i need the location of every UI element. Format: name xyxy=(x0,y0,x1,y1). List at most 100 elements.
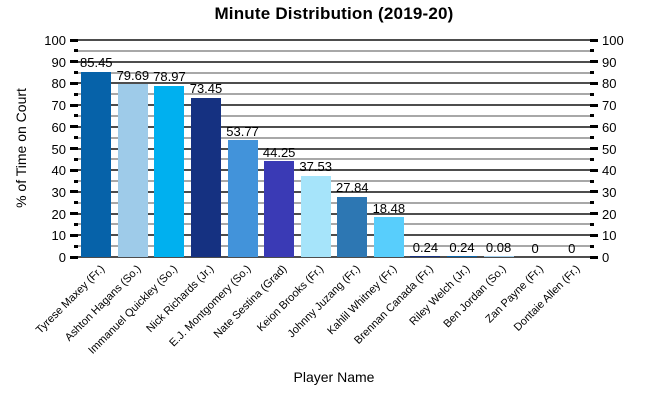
x-tick-label: Dontaie Allen (Fr.) xyxy=(511,263,583,334)
y-tick-right-minor xyxy=(590,114,594,118)
y-tick-left-major xyxy=(70,147,78,150)
y-tick-label-right: 60 xyxy=(602,119,617,135)
y-tick-label-left: 100 xyxy=(44,33,66,48)
y-tick-right-minor xyxy=(590,157,594,161)
bar-8 xyxy=(337,196,368,257)
y-tick-label-left: 70 xyxy=(51,98,66,114)
y-tick-right-minor xyxy=(590,71,594,75)
bar-value-label: 53.77 xyxy=(226,124,259,140)
bar-10 xyxy=(410,256,441,257)
gridline-major xyxy=(78,234,590,237)
bar-3 xyxy=(154,85,185,257)
y-tick-label-left: 0 xyxy=(58,250,66,265)
y-tick-left-minor xyxy=(74,114,78,118)
bar-value-label: 79.69 xyxy=(116,67,150,83)
y-tick-label-right: 70 xyxy=(602,98,617,114)
bar-12 xyxy=(483,256,514,257)
y-tick-label-left: 30 xyxy=(51,184,66,200)
y-tick-left-minor xyxy=(74,222,78,226)
y-tick-label-left: 10 xyxy=(51,228,66,244)
gridline-major xyxy=(78,60,590,63)
y-tick-left-major xyxy=(70,125,78,129)
x-axis-label: Player Name xyxy=(293,369,375,385)
y-tick-right-minor xyxy=(590,136,594,140)
y-axis-label: % of Time on Court xyxy=(13,88,29,208)
y-tick-label-right: 90 xyxy=(602,54,617,70)
y-tick-right-major xyxy=(590,147,598,150)
y-tick-label-left: 50 xyxy=(51,141,66,157)
bar-value-label: 44.25 xyxy=(262,144,296,160)
y-tick-label-right: 10 xyxy=(602,228,617,244)
bar-6 xyxy=(264,160,295,257)
y-tick-label-right: 100 xyxy=(602,33,624,48)
y-tick-left-major xyxy=(70,255,78,259)
bar-value-label: 0.24 xyxy=(412,239,439,255)
y-tick-right-major xyxy=(590,233,598,237)
gridline-minor xyxy=(78,158,590,161)
y-tick-left-minor xyxy=(74,92,78,96)
gridline-major xyxy=(78,212,590,215)
y-tick-label-left: 40 xyxy=(51,163,66,179)
bar-9 xyxy=(373,216,404,257)
gridline-minor xyxy=(78,136,590,139)
y-tick-right-minor xyxy=(590,92,594,96)
y-tick-right-major xyxy=(590,168,598,172)
bar-value-label: 85.45 xyxy=(80,55,113,71)
y-tick-left-major xyxy=(70,60,78,64)
gridline-minor xyxy=(78,71,590,74)
y-tick-label-left: 80 xyxy=(51,76,66,92)
bar-4 xyxy=(191,97,221,257)
bar-11 xyxy=(447,256,477,257)
gridline-minor xyxy=(78,201,590,204)
y-tick-right-minor xyxy=(590,244,594,248)
bar-5 xyxy=(227,140,258,257)
gridline-minor xyxy=(78,114,590,117)
gridline-major xyxy=(78,39,590,41)
bar-value-label: 18.48 xyxy=(372,200,406,216)
y-tick-left-minor xyxy=(74,136,78,140)
bar-value-label: 0 xyxy=(568,240,576,256)
y-tick-right-major xyxy=(590,103,598,107)
bar-value-label: 0.24 xyxy=(449,239,475,255)
gridline-minor xyxy=(78,223,590,226)
gridline-minor xyxy=(78,93,590,96)
y-tick-label-right: 80 xyxy=(602,76,617,92)
y-tick-left-minor xyxy=(74,244,78,248)
y-tick-label-right: 30 xyxy=(602,184,617,200)
y-tick-right-major xyxy=(590,190,598,194)
y-tick-left-minor xyxy=(74,49,78,53)
y-tick-right-major xyxy=(590,81,598,85)
gridline-major xyxy=(78,125,590,128)
y-tick-label-left: 60 xyxy=(51,119,66,135)
x-tick-label: Tyrese Maxey (Fr.) xyxy=(33,263,107,337)
y-tick-left-major xyxy=(70,81,78,85)
x-tick-label: Keion Brooks (Fr.) xyxy=(255,263,327,335)
y-tick-left-minor xyxy=(74,179,78,183)
bar-2 xyxy=(117,84,148,257)
gridline-major xyxy=(78,256,590,258)
y-tick-left-minor xyxy=(74,201,78,205)
y-tick-left-major xyxy=(70,212,78,216)
gridline-major xyxy=(78,190,590,193)
gridline-major xyxy=(78,104,590,107)
y-tick-label-right: 50 xyxy=(602,141,617,157)
y-tick-right-major xyxy=(590,212,598,216)
bar-1 xyxy=(81,71,112,257)
bar-value-label: 0.08 xyxy=(485,239,512,255)
gridline-major xyxy=(78,147,590,150)
y-tick-left-minor xyxy=(74,157,78,161)
y-tick-label-left: 20 xyxy=(51,206,66,222)
bar-7 xyxy=(300,175,331,257)
y-tick-label-right: 0 xyxy=(602,250,610,265)
y-tick-right-major xyxy=(590,60,598,64)
y-tick-left-major xyxy=(70,168,78,172)
y-tick-left-major xyxy=(70,103,78,107)
gridline-major xyxy=(78,169,590,172)
y-tick-right-minor xyxy=(590,201,594,205)
y-tick-right-minor xyxy=(590,179,594,183)
y-tick-right-minor xyxy=(590,49,594,53)
plot-area: 85.45 79.69 78.97 73.45 53.77 44.25 37.53 27.84… xyxy=(78,39,590,258)
y-tick-label-left: 90 xyxy=(51,54,66,70)
y-tick-label-right: 40 xyxy=(602,163,617,179)
